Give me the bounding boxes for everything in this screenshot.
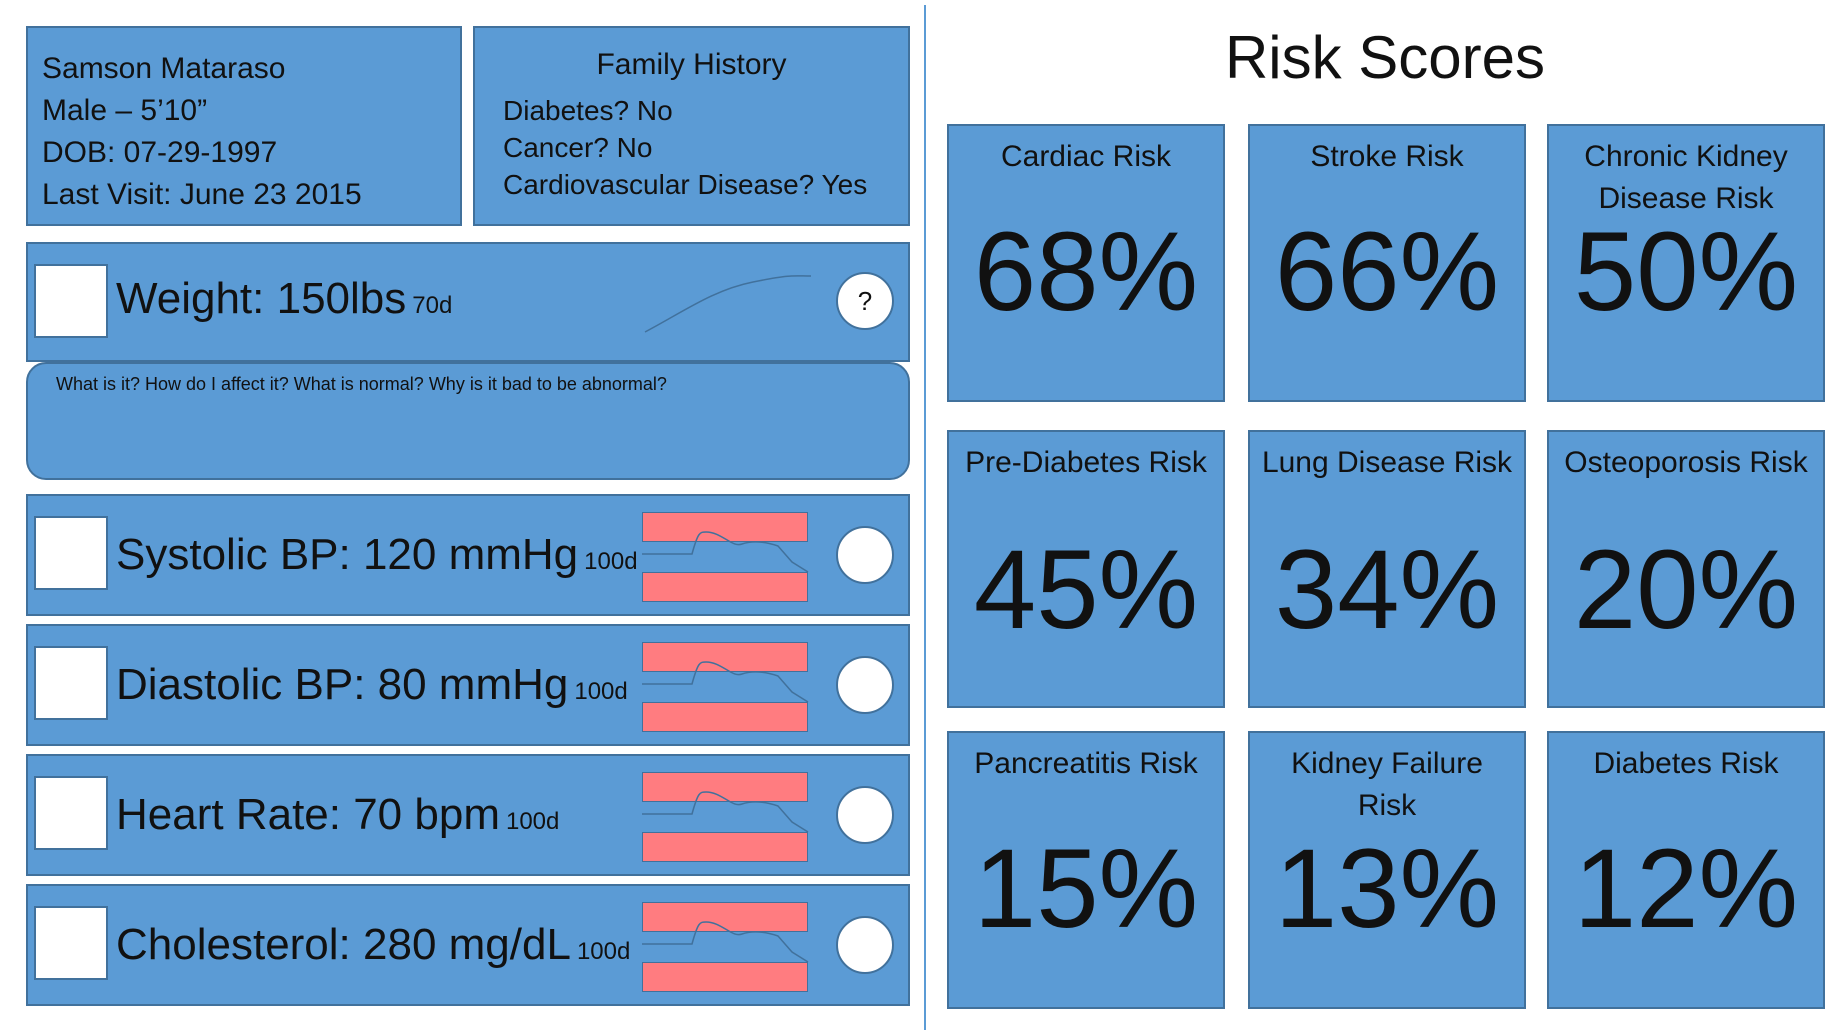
heart-rate-label: Heart Rate: 70 bpm 100d: [116, 790, 559, 840]
risk-card-name: Pancreatitis Risk: [974, 747, 1198, 780]
weight-label: Weight: 150lbs 70d: [116, 274, 452, 324]
risk-card-value: 13%: [1274, 826, 1500, 951]
patient-dob: DOB: 07-29-1997: [42, 136, 278, 169]
family-history-panel: Family History Diabetes? No Cancer? No C…: [473, 26, 910, 226]
heart-rate-low-band: [642, 832, 808, 862]
metric-row-heart-rate[interactable]: Heart Rate: 70 bpm 100d: [26, 754, 910, 876]
risk-card-value: 34%: [1274, 527, 1500, 652]
patient-info-panel: Samson Mataraso Male – 5’10” DOB: 07-29-…: [26, 26, 462, 226]
risk-card-pre-diabetes[interactable]: Pre-Diabetes Risk 45%: [947, 430, 1225, 708]
diastolic-bp-low-band: [642, 702, 808, 732]
risk-card-value: 50%: [1573, 209, 1799, 334]
risk-card-name: Pre-Diabetes Risk: [965, 446, 1207, 479]
column-divider: [924, 5, 926, 1030]
systolic-bp-checkbox[interactable]: [34, 516, 108, 590]
heart-rate-range-chart: [642, 772, 812, 866]
risk-card-cardiac[interactable]: Cardiac Risk 68%: [947, 124, 1225, 402]
risk-card-lung-disease[interactable]: Lung Disease Risk 34%: [1248, 430, 1526, 708]
cholesterol-range-chart: [642, 902, 812, 996]
weight-sparkline: [644, 275, 812, 333]
risk-card-value: 12%: [1573, 826, 1799, 951]
family-history-cardiovascular: Cardiovascular Disease? Yes: [503, 169, 868, 200]
diastolic-bp-value: Diastolic BP: 80 mmHg: [116, 660, 569, 709]
risk-card-kidney-failure[interactable]: Kidney Failure Risk 13%: [1248, 731, 1526, 1009]
family-history-cancer: Cancer? No: [503, 132, 653, 163]
patient-last-visit: Last Visit: June 23 2015: [42, 178, 362, 211]
risk-card-value: 66%: [1274, 209, 1500, 334]
systolic-bp-range-chart: [642, 512, 812, 606]
risk-scores-title: Risk Scores: [1224, 24, 1546, 91]
heart-rate-high-band: [642, 772, 808, 802]
patient-sex-height: Male – 5’10”: [42, 94, 208, 127]
risk-card-value: 15%: [973, 826, 1199, 951]
risk-card-chronic-kidney-disease[interactable]: Chronic Kidney Disease Risk 50%: [1547, 124, 1825, 402]
weight-period: 70d: [412, 292, 453, 319]
metric-row-weight[interactable]: Weight: 150lbs 70d ?: [26, 242, 910, 362]
help-button[interactable]: ?: [836, 272, 894, 330]
systolic-bp-sparkline: [642, 531, 809, 573]
cholesterol-status-circle[interactable]: [836, 916, 894, 974]
weight-checkbox[interactable]: [34, 264, 108, 338]
heart-rate-status-circle[interactable]: [836, 786, 894, 844]
risk-card-value: 45%: [973, 527, 1199, 652]
cholesterol-low-band: [642, 962, 808, 992]
risk-card-pancreatitis[interactable]: Pancreatitis Risk 15%: [947, 731, 1225, 1009]
systolic-bp-low-band: [642, 572, 808, 602]
cholesterol-period: 100d: [576, 938, 631, 965]
heart-rate-sparkline: [642, 791, 809, 833]
risk-card-value: 20%: [1573, 527, 1799, 652]
risk-card-osteoporosis[interactable]: Osteoporosis Risk 20%: [1547, 430, 1825, 708]
metric-row-cholesterol[interactable]: Cholesterol: 280 mg/dL 100d: [26, 884, 910, 1006]
heart-rate-checkbox[interactable]: [34, 776, 108, 850]
diastolic-bp-checkbox[interactable]: [34, 646, 108, 720]
patient-name: Samson Mataraso: [42, 52, 286, 85]
diastolic-bp-high-band: [642, 642, 808, 672]
risk-card-diabetes[interactable]: Diabetes Risk 12%: [1547, 731, 1825, 1009]
diastolic-bp-sparkline: [642, 661, 809, 703]
risk-card-name: Chronic Kidney Disease Risk: [1584, 140, 1788, 215]
risk-card-value: 68%: [973, 209, 1199, 334]
metric-row-systolic-bp[interactable]: Systolic BP: 120 mmHg 100d: [26, 494, 910, 616]
metric-row-diastolic-bp[interactable]: Diastolic BP: 80 mmHg 100d: [26, 624, 910, 746]
risk-card-name: Osteoporosis Risk: [1564, 446, 1808, 479]
diastolic-bp-status-circle[interactable]: [836, 656, 894, 714]
family-history-diabetes: Diabetes? No: [503, 95, 673, 126]
diastolic-bp-range-chart: [642, 642, 812, 736]
risk-card-name: Diabetes Risk: [1593, 747, 1779, 780]
risk-card-name: Lung Disease Risk: [1261, 446, 1513, 479]
weight-value: Weight: 150lbs: [116, 274, 407, 323]
systolic-bp-status-circle[interactable]: [836, 526, 894, 584]
cholesterol-label: Cholesterol: 280 mg/dL 100d: [116, 920, 630, 970]
metric-info-text: What is it? How do I affect it? What is …: [56, 374, 667, 394]
systolic-bp-label: Systolic BP: 120 mmHg 100d: [116, 530, 638, 580]
systolic-bp-value: Systolic BP: 120 mmHg: [116, 530, 579, 579]
diastolic-bp-label: Diastolic BP: 80 mmHg 100d: [116, 660, 628, 710]
systolic-bp-high-band: [642, 512, 808, 542]
risk-card-stroke[interactable]: Stroke Risk 66%: [1248, 124, 1526, 402]
heart-rate-value: Heart Rate: 70 bpm: [116, 790, 500, 839]
risk-card-name: Kidney Failure Risk: [1291, 747, 1483, 822]
cholesterol-value: Cholesterol: 280 mg/dL: [116, 920, 571, 969]
diastolic-bp-period: 100d: [574, 678, 628, 705]
metric-info-panel: What is it? How do I affect it? What is …: [26, 362, 910, 480]
heart-rate-period: 100d: [505, 808, 560, 835]
systolic-bp-period: 100d: [584, 548, 638, 575]
family-history-title: Family History: [596, 48, 787, 81]
cholesterol-checkbox[interactable]: [34, 906, 108, 980]
risk-card-name: Stroke Risk: [1310, 140, 1464, 173]
cholesterol-sparkline: [642, 921, 809, 963]
risk-card-name: Cardiac Risk: [1000, 140, 1172, 173]
cholesterol-high-band: [642, 902, 808, 932]
